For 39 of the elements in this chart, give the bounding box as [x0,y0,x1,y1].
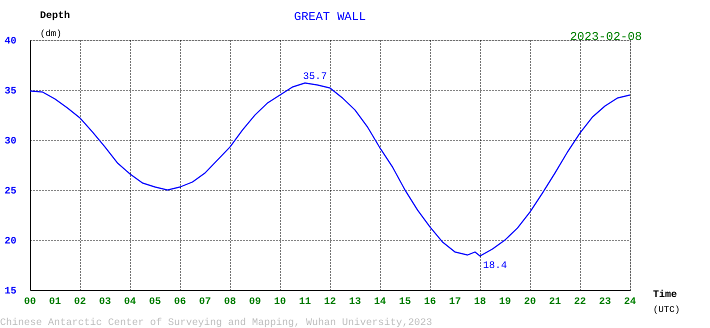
y-tick-label: 15 [4,286,16,298]
x-tick-label: 18 [474,297,486,308]
x-tick-label: 01 [48,297,62,308]
x-tick-label: 08 [224,297,236,308]
x-tick-label: 13 [348,297,362,308]
y-tick-label: 35 [4,86,16,98]
line-series [29,82,631,257]
y-tick-label: 20 [4,236,16,248]
x-tick-label: 16 [424,297,436,308]
text: Chinese Antarctic Center of Surveying and Mapping, Wuhan University,2023 [0,317,432,328]
x-tick-label: 15 [398,297,412,308]
x-tick-label: 20 [524,297,536,308]
annotation: 35.7 [303,72,328,83]
x-tick-label: 17 [448,297,462,308]
x-tick-label: 06 [174,297,186,308]
x-tick-label: 11 [298,297,312,308]
x-tick-label: 04 [124,297,136,308]
x-tick-label: 12 [324,297,336,308]
x-tick-label: 14 [374,297,386,308]
x-tick-label: 07 [198,297,212,308]
x-tick-label: 09 [248,297,262,308]
x-tick-label: 05 [148,297,162,308]
y-axis-title: Depth (dm) [40,10,70,39]
x-tick-label: 00 [24,297,36,308]
annotation: 18.4 [483,261,508,272]
x-tick-label: 21 [548,297,562,308]
chart-title: GREAT WALL [294,10,366,24]
x-tick-label: 03 [98,297,112,308]
y-tick-label: 30 [4,136,16,148]
x-tick-label: 24 [624,297,636,308]
x-axis-title: Time (UTC) [653,289,680,315]
x-tick-label: 19 [498,297,512,308]
y-tick-label: 40 [4,36,16,48]
x-tick-label: 22 [574,297,586,308]
x-tick-label: 02 [74,297,86,308]
y-tick-label: 25 [4,186,16,198]
annotation: 2023-02-08 [570,30,642,44]
x-tick-label: 23 [598,297,612,308]
x-tick-label: 10 [274,297,286,308]
